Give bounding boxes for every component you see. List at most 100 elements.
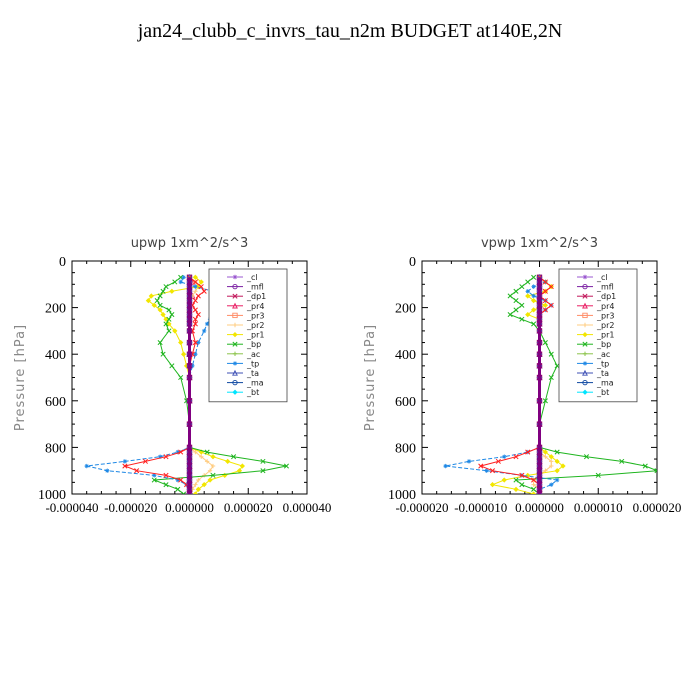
legend-marker [582,322,588,328]
data-point [283,463,289,469]
data-point [210,454,216,460]
data-point [519,316,525,322]
legend-label: _pr4 [596,302,614,311]
data-point [204,321,210,327]
data-point [495,458,501,464]
data-point [195,486,201,492]
data-point [536,351,543,357]
data-point [186,351,193,357]
data-point [536,421,543,427]
data-point [543,454,548,459]
data-point [507,293,513,299]
legend-marker [232,379,238,386]
x-tick-label: 0.000020 [633,500,682,515]
legend-label: _tp [596,359,609,368]
data-point [134,468,140,474]
data-point [163,472,169,478]
data-point [549,459,554,464]
data-point [542,288,548,294]
legend-marker [582,293,588,299]
legend-marker [582,312,588,319]
data-point [193,449,198,455]
data-point [186,339,193,346]
legend-label: _pr1 [596,331,614,340]
legend-label: _ta [246,369,259,378]
data-point [151,477,157,483]
data-point [186,363,193,369]
data-point [549,463,554,469]
data-point [157,293,163,299]
y-tick-label: 800 [45,441,66,456]
data-point [166,316,172,322]
data-point [619,458,625,464]
legend-marker [232,302,238,309]
data-point [163,482,169,488]
y-tick-label: 1000 [38,488,66,503]
data-point [178,339,184,346]
data-point [507,312,513,318]
data-point [554,477,560,483]
legend-marker [232,369,238,376]
data-point [519,472,525,478]
data-point [204,449,210,455]
data-point [560,463,566,469]
data-point [536,491,543,494]
legend-marker [232,312,238,319]
data-point [531,284,536,289]
legend-marker [582,302,588,309]
data-point [513,477,519,483]
data-point [186,328,193,334]
data-point [501,477,507,483]
data-point [175,449,180,455]
legend-label: _mfl [246,283,264,292]
data-point [239,463,245,469]
legend-label: _cl [596,273,608,282]
data-point [201,473,207,478]
legend-marker [582,341,588,347]
data-point [186,491,193,494]
data-point [178,477,184,483]
data-point [554,449,560,455]
data-point [186,374,193,381]
data-point [536,398,543,404]
data-point [166,321,172,327]
data-point [519,284,525,290]
panel-title: upwp 1xm^2/s^3 [131,236,249,251]
data-point [186,398,193,404]
data-point [531,274,537,280]
legend-label: _pr2 [246,321,264,330]
legend-label: _ac [596,350,610,359]
series-line-pr2 [533,276,553,494]
legend-label: _dp1 [246,292,266,301]
data-point [554,363,560,369]
data-point [186,421,193,427]
data-point [231,454,237,460]
x-tick-label: 0.000000 [165,500,214,515]
data-point [192,321,198,327]
legend-label: _pr3 [596,311,614,320]
data-point [542,449,548,455]
data-point [548,454,554,460]
data-point [236,468,243,474]
data-point [181,491,187,494]
data-point [193,352,198,357]
data-point [542,302,548,308]
data-point [549,482,554,487]
data-point [531,491,537,494]
legend-marker [232,322,238,328]
plot-area [84,274,289,494]
y-tick-label: 200 [395,302,416,317]
data-point [519,482,525,488]
legend-marker [582,331,588,338]
data-point [186,321,193,327]
data-point [484,468,489,473]
y-tick-label: 400 [45,348,66,363]
data-point [554,458,560,465]
data-point [642,463,648,469]
x-tick-label: -0.000020 [395,500,448,515]
data-point [583,454,590,460]
data-point [105,468,110,473]
data-point [163,316,169,322]
data-point [192,274,198,280]
legend-label: _bt [596,388,609,397]
